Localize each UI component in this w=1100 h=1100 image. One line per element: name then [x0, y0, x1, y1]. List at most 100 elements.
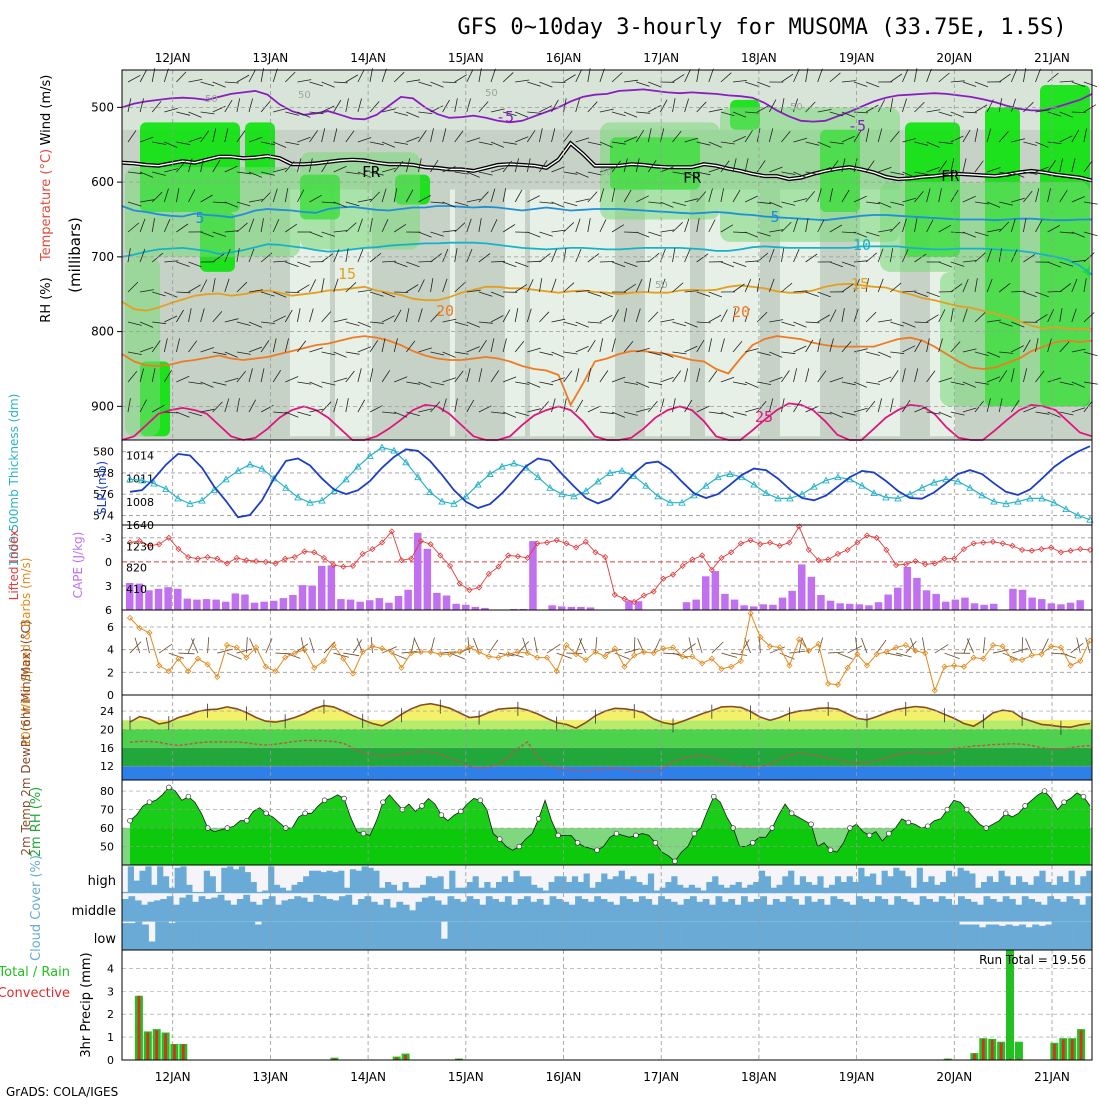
cloud-high-cell [227, 866, 234, 894]
lifted-index-point [388, 528, 395, 535]
isotherm-freezing-inner [121, 142, 1093, 182]
wind-barb [986, 248, 993, 263]
cloud-high-cell [928, 876, 935, 894]
wind-barb [587, 101, 598, 113]
wind-barb [635, 279, 643, 293]
cape-bar [212, 599, 220, 610]
wind-barb [708, 370, 718, 383]
wind-barb [273, 141, 287, 148]
cloud-high-cell [455, 887, 462, 894]
lifted-index-point [214, 555, 221, 562]
wind-barb [732, 341, 743, 353]
precip-convective-bar [1008, 1058, 1012, 1060]
wind-barb [1011, 138, 1025, 143]
wind-barb [321, 128, 326, 143]
wind-barb [599, 338, 604, 353]
wind-barb [490, 219, 498, 233]
wind-barb [333, 398, 338, 413]
cloud-high-cell [723, 887, 731, 894]
cloud-high-cell [858, 867, 865, 894]
rh-point [341, 795, 347, 802]
wind-barb [575, 218, 581, 233]
cloud-middle-cell [938, 896, 946, 922]
cape-bar [759, 604, 768, 610]
wind-barb [769, 319, 784, 323]
pressure-axis-title: (millibars) [66, 217, 84, 293]
wind-barb [176, 338, 180, 353]
wind-barb [1060, 652, 1077, 659]
lifted-index-point [136, 537, 143, 545]
wind-barb [1047, 225, 1061, 233]
wind-barb [490, 260, 506, 263]
wind-barb [1023, 253, 1036, 263]
cloud-high-cell [700, 890, 707, 894]
wind-barb [1083, 81, 1098, 88]
cloud-low-cell [906, 921, 913, 950]
wind-speed-point [340, 655, 347, 662]
wind-speed-point [1038, 651, 1045, 658]
cloud-low-cell [494, 921, 502, 950]
wind-barb [490, 141, 505, 148]
wind-barb [793, 137, 808, 143]
lifted-index-point [873, 534, 880, 541]
wind-barb [382, 260, 397, 263]
wind-barb [539, 311, 550, 323]
thickness-point [486, 470, 494, 477]
wind-barb [394, 376, 408, 383]
cape-bar [145, 590, 153, 610]
rh-contour-label: 50 [485, 88, 498, 99]
wind-barb [781, 130, 791, 143]
wind-barb [333, 230, 348, 233]
wind-barb [261, 141, 275, 146]
wind-barb [309, 408, 324, 413]
wind-barb [599, 68, 605, 83]
cloud-low-cell [414, 921, 422, 950]
cloud-middle-cell [651, 904, 659, 922]
cloud-middle-cell [906, 901, 914, 922]
cloud-low-cell [700, 921, 707, 950]
wind-barb [490, 188, 496, 203]
contour-label: 25 [755, 408, 773, 426]
wind-barb [914, 291, 928, 297]
rh-point [458, 808, 464, 815]
wind-speed-point [679, 653, 686, 660]
wind-barb [805, 321, 820, 324]
wind-barb [369, 340, 379, 353]
wind-barb [781, 351, 796, 355]
wind-barb [224, 165, 238, 173]
wind-speed-point [446, 651, 454, 658]
wind-speed-point [427, 648, 434, 655]
wind-barb [974, 278, 978, 293]
wind-barb [648, 252, 660, 263]
wind-barb [877, 398, 882, 413]
rh-point [1080, 793, 1087, 800]
wind-barb [297, 79, 312, 83]
cloud-low-cell [421, 921, 428, 950]
wind-barb [248, 136, 263, 143]
cloud-middle-cell [217, 894, 225, 922]
wind-barb [756, 311, 768, 323]
cloud-low-cell [573, 921, 581, 950]
rh-light-region [645, 189, 690, 437]
wind-barb [829, 377, 844, 383]
wind-barb [1011, 345, 1024, 353]
lifted-index-point [466, 586, 473, 594]
wind-barb [139, 136, 154, 143]
wind-barb [200, 279, 208, 293]
rh-point [1022, 803, 1028, 809]
cloud-middle-cell [970, 901, 978, 922]
wind-barb [575, 368, 580, 383]
wind-barb [551, 99, 559, 113]
wind-speed-point [262, 663, 269, 670]
wind-barb [660, 99, 668, 113]
wind-barb [369, 405, 383, 413]
slp-tick-label: 1008 [126, 496, 154, 509]
cape-bar [577, 606, 585, 610]
cape-bar [855, 604, 864, 610]
cape-bar [913, 577, 921, 610]
wind-barb [345, 282, 357, 293]
wind-barb [139, 218, 146, 233]
rh-point [438, 812, 445, 818]
wind-barb [140, 289, 154, 293]
wind-barb [127, 74, 141, 83]
